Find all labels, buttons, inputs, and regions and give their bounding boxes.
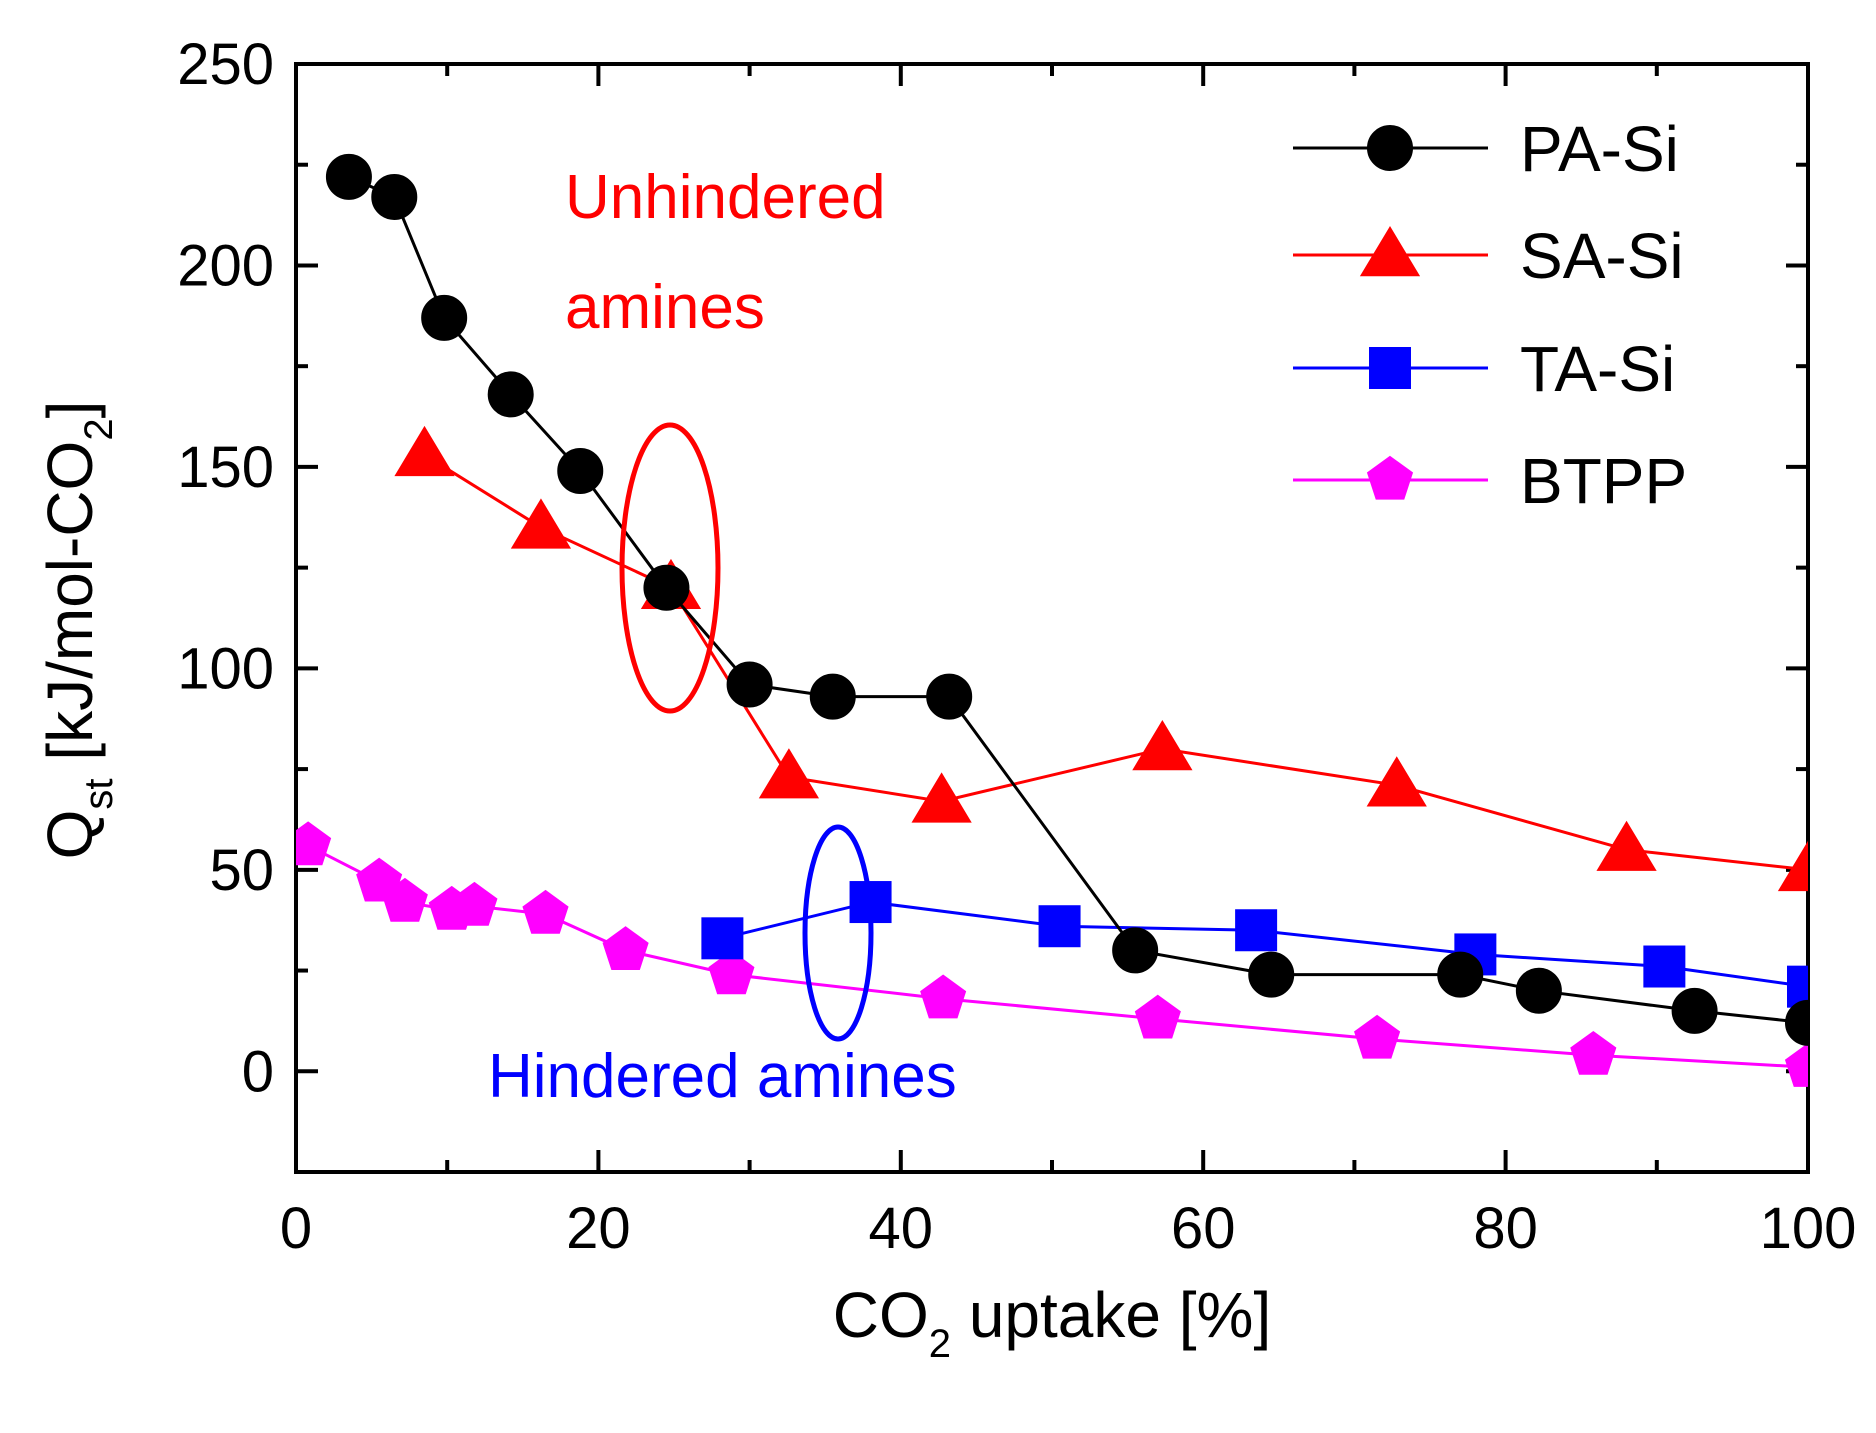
data-point-pa-si bbox=[487, 371, 534, 418]
data-point-sa-si bbox=[758, 748, 820, 799]
data-point-btpp bbox=[451, 881, 498, 926]
data-point-sa-si bbox=[1132, 720, 1193, 771]
legend-marker-ta-si bbox=[1369, 347, 1411, 389]
legend-marker-pa-si bbox=[1367, 125, 1413, 171]
data-point-pa-si bbox=[371, 173, 418, 220]
series-btpp bbox=[296, 821, 1808, 1087]
annotations: Unhindered amines Hindered amines bbox=[488, 163, 957, 1111]
legend-marker-sa-si bbox=[1359, 226, 1421, 277]
y-axis-title-sub: st bbox=[77, 778, 121, 809]
x-axis-title-rest: uptake [%] bbox=[951, 1279, 1271, 1351]
x-tick-label: 20 bbox=[566, 1196, 631, 1261]
series-group bbox=[296, 153, 1808, 1087]
annotation-hindered-amines: Hindered amines bbox=[488, 1042, 957, 1111]
legend-marker-btpp bbox=[1366, 455, 1414, 500]
data-point-sa-si bbox=[510, 498, 572, 549]
legend-entry-pa-si: PA-Si bbox=[1293, 113, 1679, 185]
y-axis-title: Qst [kJ/mol-CO2] bbox=[34, 401, 121, 860]
y-axis-title-main: Q bbox=[34, 810, 106, 860]
data-point-btpp bbox=[708, 950, 755, 995]
x-tick-label: 80 bbox=[1473, 1196, 1538, 1261]
y-tick-label: 100 bbox=[177, 636, 274, 701]
data-point-pa-si bbox=[809, 673, 856, 720]
y-axis-title-rest: [kJ/mol-CO bbox=[34, 441, 106, 779]
data-point-ta-si bbox=[1235, 909, 1278, 952]
series-line-btpp bbox=[307, 844, 1808, 1069]
data-point-pa-si bbox=[726, 661, 773, 708]
data-point-pa-si bbox=[1248, 951, 1295, 998]
data-point-pa-si bbox=[421, 294, 468, 341]
x-tick-label: 40 bbox=[869, 1196, 934, 1261]
axis-tick-labels: 0 20 40 60 80 100 0 50 100 150 200 250 bbox=[177, 32, 1856, 1261]
data-point-pa-si bbox=[1671, 987, 1718, 1034]
data-point-ta-si bbox=[1643, 945, 1686, 988]
data-point-pa-si bbox=[325, 153, 372, 200]
x-axis-title: CO2 uptake [%] bbox=[833, 1279, 1271, 1366]
legend-label-btpp: BTPP bbox=[1520, 445, 1687, 517]
y-tick-label: 250 bbox=[177, 32, 274, 97]
y-tick-label: 150 bbox=[177, 435, 274, 500]
data-point-btpp bbox=[1354, 1014, 1401, 1059]
data-point-ta-si bbox=[1038, 905, 1081, 948]
axis-titles: CO2 uptake [%]Qst [kJ/mol-CO2] bbox=[34, 401, 1271, 1366]
legend-label-ta-si: TA-Si bbox=[1520, 333, 1675, 405]
x-axis-title-main: CO bbox=[833, 1279, 929, 1351]
legend-label-sa-si: SA-Si bbox=[1520, 220, 1684, 292]
data-point-ta-si bbox=[1787, 965, 1808, 1008]
data-point-btpp bbox=[920, 974, 967, 1019]
data-point-btpp bbox=[381, 877, 428, 922]
x-axis-title-sub: 2 bbox=[929, 1322, 951, 1366]
data-point-btpp bbox=[296, 821, 332, 866]
data-point-btpp bbox=[1784, 1042, 1808, 1087]
x-tick-label: 60 bbox=[1171, 1196, 1236, 1261]
annotation-amines: amines bbox=[565, 273, 765, 342]
y-tick-label: 50 bbox=[209, 838, 274, 903]
legend-entry-sa-si: SA-Si bbox=[1293, 220, 1684, 292]
y-tick-label: 200 bbox=[177, 233, 274, 298]
ellipse-unhindered bbox=[619, 422, 721, 714]
ellipse-hindered bbox=[802, 824, 874, 1042]
data-point-btpp bbox=[1570, 1030, 1617, 1075]
data-point-pa-si bbox=[1785, 999, 1808, 1046]
data-point-sa-si bbox=[1777, 840, 1808, 892]
data-point-sa-si bbox=[911, 772, 972, 823]
x-tick-label: 0 bbox=[280, 1196, 312, 1261]
data-point-btpp bbox=[522, 889, 569, 934]
y-tick-label: 0 bbox=[242, 1039, 274, 1104]
data-point-ta-si bbox=[701, 917, 744, 960]
legend: PA-Si SA-Si TA-Si BTPP bbox=[1293, 113, 1687, 517]
data-point-pa-si bbox=[1515, 967, 1562, 1014]
data-point-pa-si bbox=[557, 447, 604, 494]
annotation-unhindered: Unhindered bbox=[565, 163, 886, 232]
data-point-pa-si bbox=[926, 673, 973, 720]
legend-label-pa-si: PA-Si bbox=[1520, 113, 1679, 185]
data-point-pa-si bbox=[643, 564, 690, 611]
y-axis-title-end: ] bbox=[34, 401, 106, 419]
legend-entry-ta-si: TA-Si bbox=[1293, 333, 1675, 405]
data-point-pa-si bbox=[1112, 927, 1159, 974]
series-pa-si bbox=[325, 153, 1808, 1046]
x-tick-label: 100 bbox=[1760, 1196, 1857, 1261]
legend-entry-btpp: BTPP bbox=[1293, 445, 1687, 517]
data-point-btpp bbox=[602, 926, 649, 970]
y-axis-title-sub2: 2 bbox=[77, 418, 121, 440]
data-point-sa-si bbox=[1596, 820, 1657, 871]
data-point-btpp bbox=[1134, 994, 1181, 1039]
data-point-sa-si bbox=[1366, 756, 1427, 807]
data-point-pa-si bbox=[1437, 951, 1484, 998]
data-point-sa-si bbox=[394, 425, 455, 477]
